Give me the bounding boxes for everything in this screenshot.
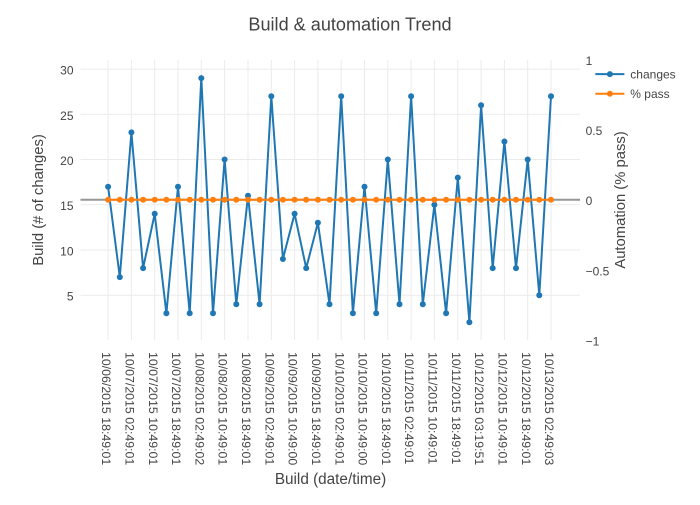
svg-text:10/11/2015 02:49:01: 10/11/2015 02:49:01 bbox=[402, 352, 416, 464]
svg-text:10/11/2015 10:49:01: 10/11/2015 10:49:01 bbox=[426, 352, 440, 464]
svg-text:0.5: 0.5 bbox=[586, 124, 603, 138]
svg-text:15: 15 bbox=[60, 199, 74, 213]
svg-text:20: 20 bbox=[60, 154, 74, 168]
svg-text:10/10/2015 02:49:01: 10/10/2015 02:49:01 bbox=[332, 352, 346, 465]
svg-text:% pass: % pass bbox=[630, 87, 669, 101]
svg-text:0: 0 bbox=[586, 194, 593, 208]
svg-text:10/10/2015 10:49:00: 10/10/2015 10:49:00 bbox=[356, 352, 370, 465]
svg-text:30: 30 bbox=[60, 64, 74, 78]
svg-text:10: 10 bbox=[60, 244, 74, 258]
svg-text:−1: −1 bbox=[586, 334, 600, 348]
svg-text:Build (date/time): Build (date/time) bbox=[275, 471, 386, 488]
svg-text:10/09/2015 10:49:00: 10/09/2015 10:49:00 bbox=[286, 352, 300, 465]
svg-text:Build (# of changes): Build (# of changes) bbox=[31, 134, 47, 266]
svg-text:10/11/2015 18:49:01: 10/11/2015 18:49:01 bbox=[449, 352, 463, 464]
svg-text:10/09/2015 18:49:01: 10/09/2015 18:49:01 bbox=[309, 352, 323, 465]
svg-text:10/10/2015 18:49:01: 10/10/2015 18:49:01 bbox=[379, 352, 393, 465]
svg-text:10/06/2015 18:49:01: 10/06/2015 18:49:01 bbox=[99, 352, 113, 465]
svg-text:Build & automation Trend: Build & automation Trend bbox=[248, 14, 451, 34]
svg-text:10/12/2015 18:49:01: 10/12/2015 18:49:01 bbox=[519, 352, 533, 465]
svg-text:10/13/2015 02:49:03: 10/13/2015 02:49:03 bbox=[542, 352, 556, 465]
svg-text:10/07/2015 02:49:01: 10/07/2015 02:49:01 bbox=[123, 352, 137, 465]
svg-text:10/08/2015 18:49:01: 10/08/2015 18:49:01 bbox=[239, 352, 253, 465]
svg-text:25: 25 bbox=[60, 109, 74, 123]
svg-text:10/08/2015 10:49:01: 10/08/2015 10:49:01 bbox=[216, 352, 230, 465]
svg-text:10/09/2015 02:49:01: 10/09/2015 02:49:01 bbox=[262, 352, 276, 465]
svg-text:−0.5: −0.5 bbox=[586, 264, 610, 278]
svg-text:10/08/2015 02:49:02: 10/08/2015 02:49:02 bbox=[192, 352, 206, 465]
svg-text:Automation (% pass): Automation (% pass) bbox=[613, 131, 629, 268]
svg-text:1: 1 bbox=[586, 54, 593, 68]
svg-text:10/07/2015 10:49:01: 10/07/2015 10:49:01 bbox=[146, 352, 160, 465]
svg-text:10/12/2015 03:19:51: 10/12/2015 03:19:51 bbox=[472, 352, 486, 465]
svg-text:changes: changes bbox=[630, 67, 675, 81]
svg-text:10/12/2015 10:49:01: 10/12/2015 10:49:01 bbox=[496, 352, 510, 465]
svg-text:10/07/2015 18:49:01: 10/07/2015 18:49:01 bbox=[169, 352, 183, 465]
svg-text:5: 5 bbox=[67, 290, 74, 304]
